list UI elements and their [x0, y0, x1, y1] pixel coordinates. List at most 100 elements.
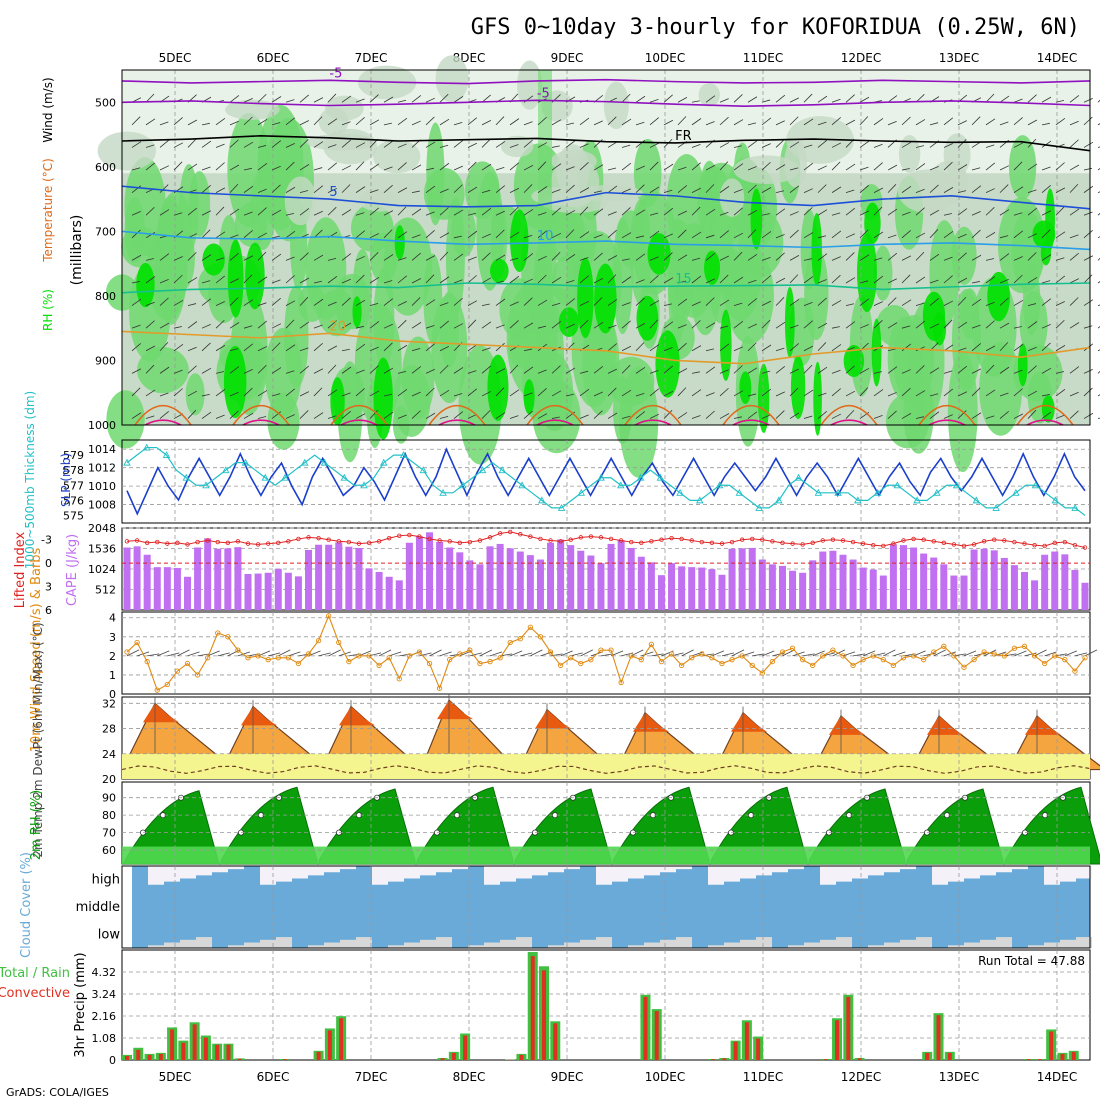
cape-bar [799, 573, 806, 610]
cape-bar [255, 574, 262, 610]
cloud-low-gap [820, 940, 836, 948]
precip-convective-bar [858, 1058, 862, 1060]
cape-bar [880, 576, 887, 610]
surface-wind-barb [964, 651, 976, 656]
cloud-high-gap [260, 866, 276, 885]
li-tick: 6 [45, 604, 52, 617]
precip-axis-label: 3hr Precip (mm) [73, 952, 88, 1057]
precip-convective-bar [824, 1059, 828, 1060]
contour-label: 20 [329, 319, 346, 334]
precip-convective-bar [936, 1015, 940, 1060]
slp-tick: 1014 [88, 443, 116, 456]
rh-patch-dry [604, 82, 629, 129]
rh-patch-moist [265, 328, 302, 417]
cloud-low-gap [436, 937, 452, 948]
cape-bar [245, 574, 252, 610]
rh-patch-dry [373, 140, 420, 174]
cape-bar [829, 551, 836, 610]
cape-bar [890, 544, 897, 610]
precip-convective-bar [643, 997, 647, 1060]
cloud-high-gap [276, 866, 292, 882]
cloud-high-gap [1060, 866, 1076, 882]
cape-bar [749, 548, 756, 610]
cloud-low-gap [564, 943, 580, 948]
cape-bar [497, 544, 504, 610]
rh-patch-moist [186, 373, 205, 415]
pressure-tick: 800 [95, 290, 116, 303]
cape-bar [819, 552, 826, 610]
precip-convective-bar [655, 1011, 659, 1060]
day-label-top: 11DEC [743, 51, 783, 65]
cape-bar [698, 568, 705, 610]
cloud-high-gap [820, 866, 836, 885]
day-label-top: 6DEC [257, 51, 290, 65]
day-label-top: 12DEC [841, 51, 881, 65]
rh-patch-dry [306, 134, 375, 151]
rh-patch-saturated [228, 240, 244, 318]
rh2m-axis-label: 2m RH (%) [29, 790, 44, 861]
thickness-tick: 575 [63, 509, 84, 522]
rh-patch-saturated [812, 213, 822, 286]
rh-patch-dry [734, 155, 800, 184]
cape-bar [960, 576, 967, 610]
precip-convective-bar [170, 1029, 174, 1060]
cape-bar [779, 566, 786, 610]
cape-bar [396, 580, 403, 610]
day-label-top: 9DEC [551, 51, 584, 65]
cape-bar [456, 552, 463, 610]
rh-patch-saturated [785, 287, 795, 358]
cloud-low-gap [660, 940, 676, 948]
cloud-level-label: high [92, 873, 120, 888]
cape-bar [366, 568, 373, 610]
cloud-high-gap [1044, 866, 1060, 885]
precip-convective-bar [193, 1024, 197, 1060]
cape-bar [729, 549, 736, 610]
precip-convective-bar [204, 1038, 208, 1060]
cloud-low-gap [1044, 943, 1060, 948]
cloud-low-gap [260, 940, 276, 948]
cape-bar [386, 577, 393, 610]
precip-convective-bar [846, 997, 850, 1060]
cloud-high-gap [932, 866, 948, 885]
temp-tick: 28 [102, 723, 116, 736]
cloud-level-label: middle [76, 900, 120, 915]
cloud-high-gap [756, 866, 772, 875]
cape-bar [658, 575, 665, 610]
wind-tick: 3 [109, 631, 116, 644]
precip-tick: 4.32 [92, 966, 117, 979]
cape-tick: 1536 [88, 543, 116, 556]
cloud-low-gap [644, 943, 660, 948]
cape-bar [517, 552, 524, 610]
li-tick: 0 [45, 557, 52, 570]
rh-patch-moist [424, 168, 465, 220]
cape-bar [1082, 583, 1089, 610]
cloud-low-gap [180, 940, 196, 948]
slp-frame [122, 440, 1090, 523]
cloud-low-gap [580, 940, 596, 948]
cape-bar [305, 550, 312, 610]
cape-bar [638, 557, 645, 610]
cloud-low-gap [900, 940, 916, 948]
rh-patch-saturated [559, 307, 579, 337]
rh-patch-saturated [872, 319, 882, 387]
cape-bar [194, 548, 201, 610]
cloud-low-gap [356, 937, 372, 948]
cloud-axis-label: Cloud Cover (%) [19, 852, 34, 958]
pressure-tick: 500 [95, 96, 116, 109]
cape-bar [214, 549, 221, 610]
day-label-top: 13DEC [939, 51, 979, 65]
legend-wind: Wind (m/s) [41, 77, 55, 142]
cape-bar [265, 573, 272, 610]
cloud-low-gap [324, 943, 340, 948]
cape-tick: 2048 [88, 522, 116, 535]
day-label-top: 7DEC [355, 51, 388, 65]
cape-bar [587, 556, 594, 610]
rh-patch-saturated [923, 292, 945, 341]
cape-bar [900, 545, 907, 610]
cape-bar [355, 548, 362, 610]
cloud-high-gap [660, 866, 676, 872]
rh-patch-dry [436, 55, 469, 102]
cloud-high-gap [148, 866, 164, 885]
precip-convective-bar [711, 1059, 715, 1060]
cloud-low-gap [196, 937, 212, 948]
